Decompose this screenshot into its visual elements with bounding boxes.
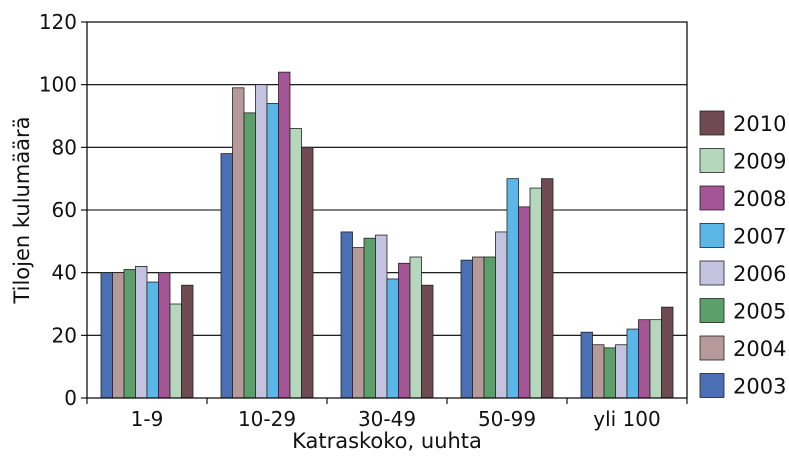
legend-label-2007: 2007 [733, 225, 786, 249]
x-category-label: 50-99 [478, 407, 536, 431]
legend-label-2006: 2006 [733, 262, 786, 286]
y-tick-label: 40 [52, 261, 77, 285]
bar-2007-1-9 [146, 281, 159, 399]
legend-label-2010: 2010 [733, 112, 786, 136]
bar-2004-50-99 [472, 256, 485, 399]
legend-label-2005: 2005 [733, 300, 786, 324]
legend-swatch-2005 [699, 298, 725, 323]
bar-2004-yli-100 [592, 344, 605, 399]
y-tick-label: 80 [52, 135, 77, 159]
bar-2005-50-99 [483, 256, 496, 399]
bar-2005-30-49 [363, 237, 376, 399]
x-axis-title: Katraskoko, uuhta [292, 429, 482, 453]
x-category-label: 10-29 [238, 407, 296, 431]
bar-2008-10-29 [278, 71, 291, 399]
bar-2008-1-9 [158, 272, 171, 399]
legend-label-2003: 2003 [733, 375, 786, 399]
legend-swatch-2004 [699, 335, 725, 361]
y-tick-label: 0 [64, 386, 77, 410]
bar-2006-yli-100 [615, 344, 628, 399]
bar-2009-1-9 [169, 303, 182, 399]
bar-2010-30-49 [421, 284, 434, 399]
bar-2007-30-49 [386, 278, 399, 399]
bar-2006-30-49 [375, 234, 388, 399]
bar-2003-yli-100 [580, 331, 593, 399]
bar-2006-50-99 [495, 231, 508, 399]
bar-2008-30-49 [398, 262, 411, 399]
bar-2010-yli-100 [661, 306, 674, 399]
bar-2004-10-29 [232, 87, 245, 399]
bar-2004-30-49 [352, 247, 365, 399]
bar-2005-yli-100 [603, 347, 616, 399]
x-category-label: 30-49 [358, 407, 416, 431]
bar-2007-50-99 [506, 178, 519, 399]
bar-2009-50-99 [529, 187, 542, 399]
bar-2009-yli-100 [649, 319, 662, 399]
legend-swatch-2003 [699, 373, 725, 398]
bar-2007-yli-100 [626, 328, 639, 399]
bar-2008-50-99 [518, 206, 531, 399]
bar-2003-30-49 [340, 231, 353, 399]
legend-swatch-2009 [699, 148, 725, 173]
bar-2004-1-9 [112, 272, 125, 399]
y-tick-label: 60 [52, 198, 77, 222]
y-tick-label: 120 [39, 10, 77, 34]
bar-2003-10-29 [220, 153, 233, 399]
bar-2005-1-9 [123, 269, 136, 399]
bar-2008-yli-100 [638, 319, 651, 399]
y-tick-label: 100 [39, 73, 77, 97]
bar-2006-1-9 [135, 265, 148, 399]
y-axis-title: Tilojen kulumäärä [10, 116, 34, 304]
bar-2003-1-9 [100, 272, 113, 399]
bar-2007-10-29 [266, 103, 279, 399]
x-category-label: 1-9 [131, 407, 164, 431]
legend-swatch-2010 [699, 110, 725, 136]
legend-swatch-2006 [699, 260, 725, 286]
bar-2005-10-29 [243, 112, 256, 399]
legend-label-2009: 2009 [733, 150, 786, 174]
bar-2010-50-99 [541, 178, 554, 399]
bar-2010-1-9 [181, 284, 194, 399]
bar-2006-10-29 [255, 84, 268, 399]
x-axis: 1-9 10-29 30-49 50-99 yli 100 [86, 398, 688, 431]
bar-2009-10-29 [289, 128, 302, 399]
legend: 2010 2009 2008 2007 2006 2005 2004 2003 [699, 110, 786, 399]
y-axis: 0 20 40 60 80 100 120 [39, 10, 87, 410]
bar-2009-30-49 [409, 256, 422, 399]
bars [100, 71, 674, 399]
legend-label-2008: 2008 [733, 187, 786, 211]
bar-2010-10-29 [301, 146, 314, 399]
legend-label-2004: 2004 [733, 337, 786, 361]
y-tick-label: 20 [52, 323, 77, 347]
bar-2003-50-99 [460, 259, 473, 399]
x-category-label: yli 100 [593, 407, 660, 431]
legend-swatch-2007 [699, 223, 725, 248]
legend-swatch-2008 [699, 185, 725, 211]
